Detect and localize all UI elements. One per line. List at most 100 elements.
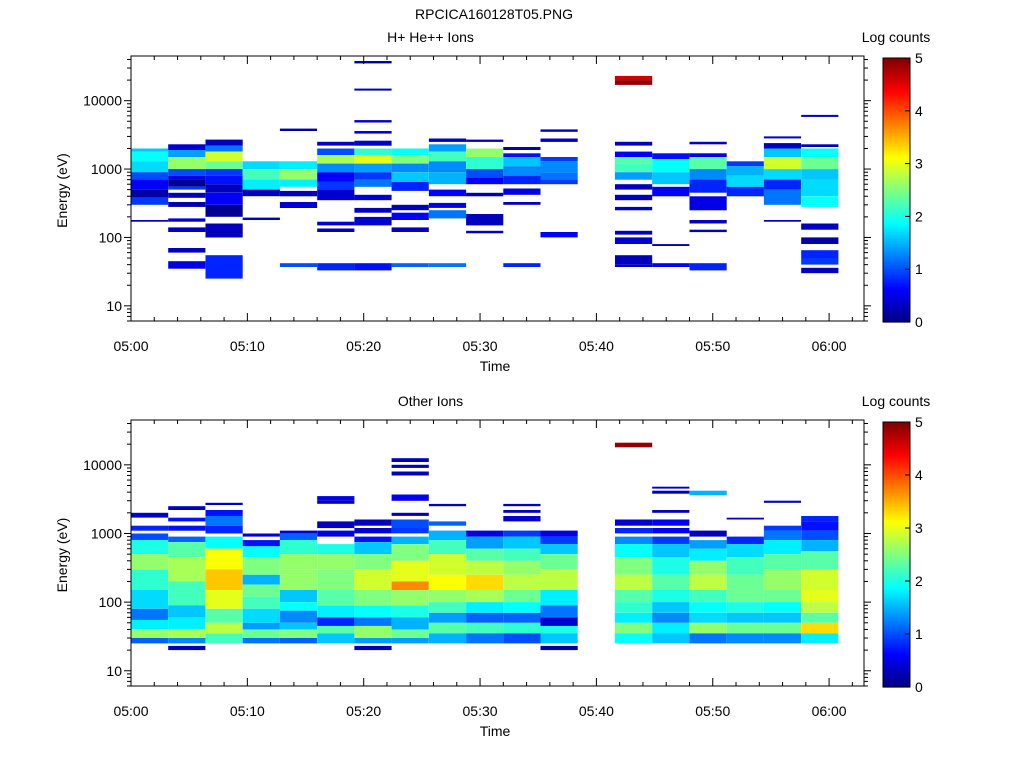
colorbar-segment <box>883 278 910 281</box>
spectrogram-cell <box>652 486 690 489</box>
spectrogram-cell <box>354 519 392 526</box>
spectrogram-cell <box>391 544 429 561</box>
colorbar-segment <box>883 77 910 81</box>
x-axis-label: Time <box>480 723 511 739</box>
spectrogram-cell <box>354 528 392 534</box>
spectrogram-cell <box>279 169 318 180</box>
spectrogram-cell <box>540 590 578 606</box>
colorbar-tick-label: 1 <box>915 261 923 277</box>
colorbar-segment <box>883 605 910 609</box>
spectrogram-cell <box>279 638 318 644</box>
spectrogram-cell <box>391 629 429 638</box>
colorbar-segment <box>883 634 910 637</box>
spectrogram-cell <box>317 228 355 232</box>
colorbar-segment <box>883 505 910 509</box>
colorbar-segment <box>883 110 910 114</box>
spectrogram-cell <box>131 189 169 198</box>
spectrogram-cell <box>763 500 802 503</box>
colorbar-segment <box>883 157 910 160</box>
spectrogram-cell <box>801 602 839 613</box>
colorbar-segment <box>883 490 910 494</box>
colorbar-segment <box>883 678 910 681</box>
colorbar-segment <box>883 192 910 195</box>
spectrogram-cell <box>168 617 206 630</box>
colorbar-segment <box>883 132 910 136</box>
colorbar-segment <box>883 653 910 657</box>
colorbar-segment <box>883 618 910 622</box>
colorbar-segment <box>883 497 910 500</box>
spectrogram-cell <box>540 129 578 132</box>
spectrogram-cell <box>354 131 392 134</box>
spectrogram-cell <box>652 622 690 634</box>
x-axis-label: Time <box>480 358 511 374</box>
spectrogram-cell <box>242 161 280 170</box>
colorbar-segment <box>883 240 910 244</box>
spectrogram-cell <box>615 602 653 613</box>
spectrogram-cell <box>689 153 727 157</box>
spectrogram-cell <box>279 179 318 187</box>
colorbar-segment <box>883 508 910 511</box>
spectrogram-cell <box>428 172 467 185</box>
colorbar-segment <box>883 218 910 222</box>
colorbar-segment <box>883 428 910 432</box>
colorbar-segment <box>883 181 910 184</box>
colorbar-segment <box>883 532 910 536</box>
x-tick-label: 05:50 <box>695 703 730 719</box>
spectrogram-cell <box>354 625 392 638</box>
spectrogram-cell <box>763 612 802 623</box>
spectrogram-cell <box>242 557 280 575</box>
colorbar-segment <box>883 297 910 301</box>
colorbar-segment <box>883 671 910 675</box>
colorbar-segment <box>883 267 910 270</box>
spectrogram-cell <box>242 189 280 197</box>
spectrogram-cell <box>503 157 541 167</box>
spectrogram-cell <box>168 261 206 269</box>
spectrogram-cell <box>652 172 690 185</box>
spectrogram-cells <box>131 61 839 279</box>
colorbar-segment <box>883 238 910 242</box>
colorbar: 0 1 2 3 4 5 Log counts <box>862 29 931 330</box>
colorbar-segment <box>883 88 910 92</box>
colorbar-segment <box>883 154 910 158</box>
spectrogram-cell <box>540 569 578 591</box>
spectrogram-cell <box>205 204 243 217</box>
colorbar-segment <box>883 510 910 514</box>
spectrogram-cell <box>763 169 802 180</box>
spectrogram-cell <box>615 557 653 575</box>
colorbar-segment <box>883 547 910 551</box>
spectrogram-cell <box>652 510 690 513</box>
spectrogram-cell <box>205 192 243 205</box>
spectrogram-cell <box>131 512 169 518</box>
colorbar-segment <box>883 561 910 564</box>
colorbar-segment <box>883 185 910 189</box>
spectrogram-cell <box>801 250 839 258</box>
x-tick-label: 05:00 <box>113 703 148 719</box>
colorbar-segment <box>883 614 910 617</box>
spectrogram-cell <box>763 540 802 555</box>
spectrogram-cell <box>168 506 206 510</box>
spectrogram-cell <box>317 544 355 555</box>
spectrogram-cell <box>428 202 467 208</box>
spectrogram-cell <box>279 533 318 541</box>
spectrogram-cell <box>391 605 429 618</box>
colorbar-segment <box>883 141 910 145</box>
spectrogram-cell <box>317 625 355 634</box>
colorbar-segment <box>883 163 910 167</box>
colorbar-segment <box>883 675 910 679</box>
colorbar-segment <box>883 596 910 600</box>
spectrogram-cell <box>801 540 839 552</box>
spectrogram-cell <box>391 148 429 156</box>
spectrogram-cell <box>354 569 392 591</box>
colorbar-segment <box>883 227 910 231</box>
spectrogram-cell <box>466 548 504 561</box>
spectrogram-cell <box>168 175 206 180</box>
colorbar-segment <box>883 91 910 94</box>
spectrogram-cell <box>242 179 280 190</box>
spectrogram-cell <box>763 530 802 541</box>
colorbar-segment <box>883 304 910 308</box>
spectrogram-cell <box>131 179 169 190</box>
y-tick-label: 10000 <box>83 457 122 473</box>
colorbar-segment <box>883 220 910 224</box>
spectrogram-cell <box>503 263 541 267</box>
spectrogram-cell <box>540 157 578 162</box>
